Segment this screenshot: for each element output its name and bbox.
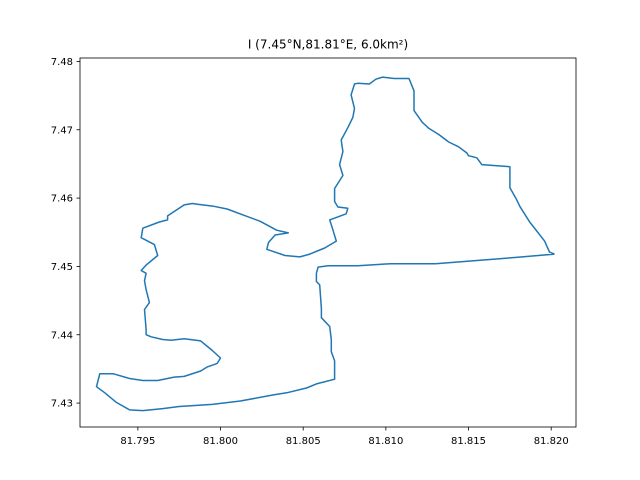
x-tick-label: 81.810	[368, 436, 403, 447]
y-tick-label: 7.48	[51, 57, 73, 68]
plot-frame	[79, 57, 577, 428]
y-tick-label: 7.44	[51, 330, 73, 341]
chart-title: I (7.45°N,81.81°E, 6.0km²)	[248, 38, 408, 52]
y-tick-label: 7.47	[51, 125, 73, 136]
y-tick-label: 7.46	[51, 194, 73, 205]
boundary-line	[95, 76, 555, 412]
y-axis-ticks: 7.43 7.44 7.45 7.46 7.47 7.48	[51, 57, 80, 410]
y-tick-label: 7.43	[51, 399, 73, 410]
x-axis-ticks: 81.795 81.800 81.805 81.810 81.815 81.820	[120, 427, 569, 447]
x-tick-label: 81.795	[120, 436, 155, 447]
y-tick-label: 7.45	[51, 262, 73, 273]
x-tick-label: 81.815	[451, 436, 486, 447]
x-tick-label: 81.800	[203, 436, 238, 447]
x-tick-label: 81.805	[286, 436, 321, 447]
x-tick-label: 81.820	[534, 436, 569, 447]
